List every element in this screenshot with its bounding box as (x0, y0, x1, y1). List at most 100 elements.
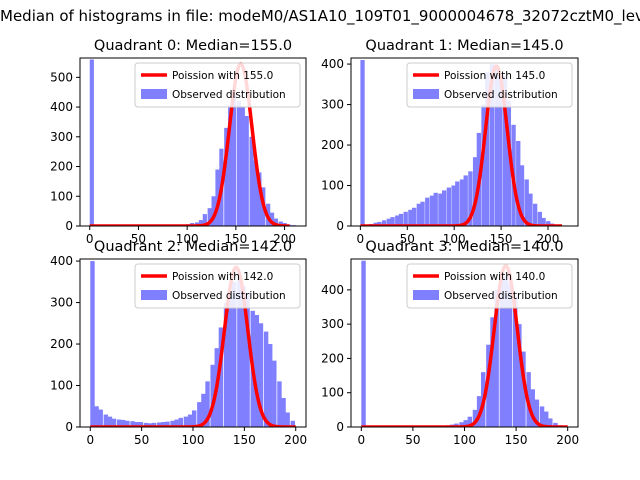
subplot-title: Quadrant 2: Median=142.0 (94, 239, 292, 255)
histogram-bar (125, 420, 130, 427)
histogram-bar (438, 193, 443, 226)
histogram-bar (446, 187, 451, 226)
histogram-bar (534, 399, 540, 427)
histogram-bar (416, 203, 421, 226)
histogram-bar (98, 409, 103, 427)
histogram-bar (494, 68, 499, 226)
x-tick-label: 200 (537, 232, 560, 246)
histogram-bar (425, 197, 430, 226)
histogram-bar (130, 421, 135, 427)
y-tick-label: 300 (321, 98, 344, 112)
histogram-bar (218, 327, 224, 427)
x-tick-label: 150 (224, 232, 247, 246)
subplot-title: Quadrant 0: Median=155.0 (94, 38, 292, 54)
y-tick-label: 100 (321, 386, 344, 400)
histogram-bar (263, 331, 269, 427)
histogram-bar (543, 411, 549, 427)
histogram-bar (459, 422, 464, 427)
histogram-bar (521, 351, 526, 427)
histogram-bar (519, 165, 525, 226)
histogram-bar (503, 276, 509, 427)
histogram-bar (147, 423, 153, 427)
histogram-bar (472, 409, 478, 427)
x-tick-label: 100 (443, 232, 466, 246)
histogram-bar (191, 410, 197, 427)
x-tick-label: 200 (556, 433, 579, 447)
x-tick-label: 200 (284, 433, 307, 447)
x-tick-label: 200 (273, 232, 296, 246)
histogram-bar (183, 416, 189, 427)
y-tick-label: 400 (50, 100, 73, 114)
y-tick-label: 100 (321, 179, 344, 193)
histogram-bar (205, 381, 210, 427)
legend-hist-swatch (141, 290, 167, 300)
legend-box (406, 263, 573, 309)
histogram-bar (499, 279, 505, 427)
legend-fit-label: Poission with 155.0 (172, 70, 273, 82)
figure-suptitle: Median of histograms in file: modeM0/AS1… (0, 7, 640, 25)
histogram-bar (272, 360, 277, 427)
legend-hist-label: Observed distribution (172, 89, 286, 101)
x-tick-label: 100 (453, 433, 476, 447)
subplot-quadrant-2: 0 50 100 150 200 0 100 200 300 400 Quadrant 2: Med… (50, 239, 307, 447)
histogram-bar (107, 416, 113, 427)
y-tick-label: 0 (336, 420, 344, 434)
y-tick-label: 0 (336, 219, 344, 233)
histogram-bar (240, 107, 245, 226)
y-tick-label: 200 (321, 138, 344, 152)
histogram-bar (548, 418, 553, 427)
legend-hist-swatch (141, 89, 167, 99)
legend-box (134, 263, 301, 309)
histogram-bar (202, 214, 207, 226)
histogram-bar (211, 196, 216, 226)
histogram-bar (201, 393, 206, 427)
histogram-bar (539, 406, 545, 427)
histogram-bar (253, 160, 258, 226)
histogram-bar (94, 406, 99, 427)
x-tick-label: 0 (357, 433, 365, 447)
legend-hist-label: Observed distribution (444, 89, 558, 101)
poisson-fit-line (359, 64, 564, 226)
histogram-bar (121, 419, 126, 427)
histogram-bar (381, 220, 387, 226)
x-tick-label: 50 (131, 232, 146, 246)
legend-hist-label: Observed distribution (172, 290, 286, 302)
y-tick-label: 500 (50, 70, 73, 84)
histogram-bar (546, 221, 551, 226)
y-tick-label: 300 (321, 317, 344, 331)
histogram-bar (103, 414, 109, 427)
y-tick-label: 400 (321, 283, 344, 297)
x-tick-label: 100 (176, 232, 199, 246)
histogram-bar (257, 172, 262, 226)
y-tick-label: 300 (50, 130, 73, 144)
histogram-bar (494, 289, 499, 427)
y-tick-label: 400 (50, 254, 73, 268)
legend-box (406, 62, 573, 108)
histogram-bar (468, 171, 473, 226)
y-tick-label: 200 (50, 337, 73, 351)
histogram-bar (232, 281, 237, 427)
histogram-bar (361, 260, 366, 427)
histogram-bar (485, 72, 490, 226)
x-tick-label: 50 (134, 433, 149, 447)
subplot-title: Quadrant 1: Median=145.0 (365, 38, 563, 54)
y-tick-label: 0 (65, 219, 73, 233)
histogram-bar (467, 416, 473, 427)
histogram-bar (224, 127, 229, 226)
histogram-bar (490, 317, 495, 427)
y-tick-label: 300 (50, 296, 73, 310)
x-tick-label: 0 (357, 232, 365, 246)
legend-fit-label: Poission with 145.0 (444, 70, 545, 82)
legend-hist-label: Observed distribution (444, 290, 558, 302)
histogram-bar (89, 59, 94, 226)
histogram-bar (360, 60, 365, 226)
histogram-bar (489, 64, 495, 226)
histogram-bar (207, 208, 212, 226)
y-tick-label: 100 (50, 189, 73, 203)
histogram-bar (210, 364, 215, 427)
histogram-bar (138, 422, 143, 427)
histogram-bar (532, 203, 538, 226)
histogram-bar (215, 169, 220, 226)
x-tick-label: 100 (182, 433, 205, 447)
x-tick-label: 50 (405, 433, 420, 447)
